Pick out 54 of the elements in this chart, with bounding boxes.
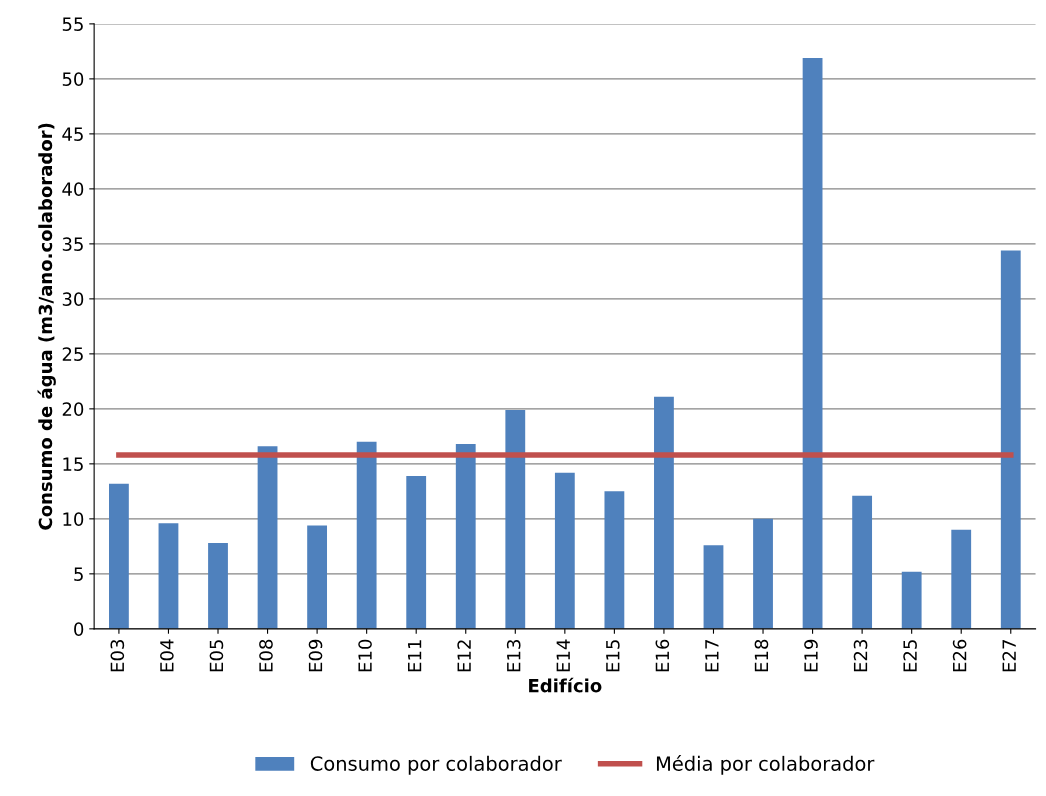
x-tick-label: E04 bbox=[160, 639, 174, 672]
legend-label: Consumo por colaborador bbox=[310, 755, 562, 775]
bar bbox=[753, 518, 773, 629]
bar bbox=[208, 543, 228, 629]
x-tick-label: E23 bbox=[853, 640, 868, 672]
y-tick-label: 40 bbox=[62, 182, 84, 196]
y-tick-label: 20 bbox=[62, 402, 84, 416]
bar bbox=[109, 483, 129, 629]
y-tick-label: 25 bbox=[62, 347, 83, 361]
bar bbox=[951, 529, 972, 629]
bar bbox=[654, 396, 674, 629]
bar bbox=[802, 57, 823, 629]
x-tick-label: E11 bbox=[408, 640, 422, 672]
y-tick-label: 50 bbox=[62, 72, 84, 86]
bar bbox=[455, 444, 476, 629]
x-tick-label: E26 bbox=[952, 639, 967, 672]
x-tick-label: E17 bbox=[705, 640, 719, 672]
bar bbox=[307, 525, 328, 629]
x-tick-label: E14 bbox=[556, 639, 570, 672]
bar bbox=[406, 475, 427, 629]
x-tick-label: E25 bbox=[903, 640, 917, 672]
x-tick-label: E12 bbox=[457, 640, 471, 672]
x-tick-label: E03 bbox=[110, 640, 125, 672]
bar bbox=[1000, 250, 1021, 629]
y-tick-label: 45 bbox=[62, 127, 83, 141]
y-tick-label: 0 bbox=[74, 622, 84, 636]
x-axis-title: Edifício bbox=[529, 677, 602, 693]
x-tick-label: E15 bbox=[606, 640, 620, 672]
x-tick-label: E18 bbox=[754, 639, 769, 672]
x-tick-label: E13 bbox=[506, 640, 521, 672]
bar bbox=[356, 441, 377, 629]
y-tick-label: 35 bbox=[62, 237, 83, 251]
bar bbox=[901, 571, 922, 629]
bar bbox=[257, 446, 278, 629]
bar bbox=[554, 472, 575, 629]
y-tick-label: 15 bbox=[63, 457, 83, 471]
legend-label: Média por colaborador bbox=[656, 755, 875, 775]
x-tick-label: E10 bbox=[358, 639, 372, 672]
bar bbox=[505, 409, 526, 629]
x-tick-label: E19 bbox=[804, 639, 818, 672]
y-axis-title: Consumo de água (m3/ano.colaborador) bbox=[37, 123, 56, 530]
x-tick-label: E16 bbox=[655, 639, 670, 672]
x-tick-label: E05 bbox=[209, 640, 224, 672]
y-tick-label: 10 bbox=[63, 512, 84, 526]
x-tick-label: E27 bbox=[1002, 640, 1016, 672]
bar bbox=[604, 491, 625, 629]
x-tick-label: E08 bbox=[259, 639, 273, 672]
bar bbox=[158, 523, 179, 629]
y-tick-label: 55 bbox=[62, 17, 83, 31]
x-tick-label: E09 bbox=[308, 639, 323, 672]
y-tick-label: 30 bbox=[62, 292, 84, 306]
bar bbox=[703, 545, 724, 629]
bar bbox=[852, 495, 873, 629]
y-tick-label: 5 bbox=[74, 567, 83, 581]
